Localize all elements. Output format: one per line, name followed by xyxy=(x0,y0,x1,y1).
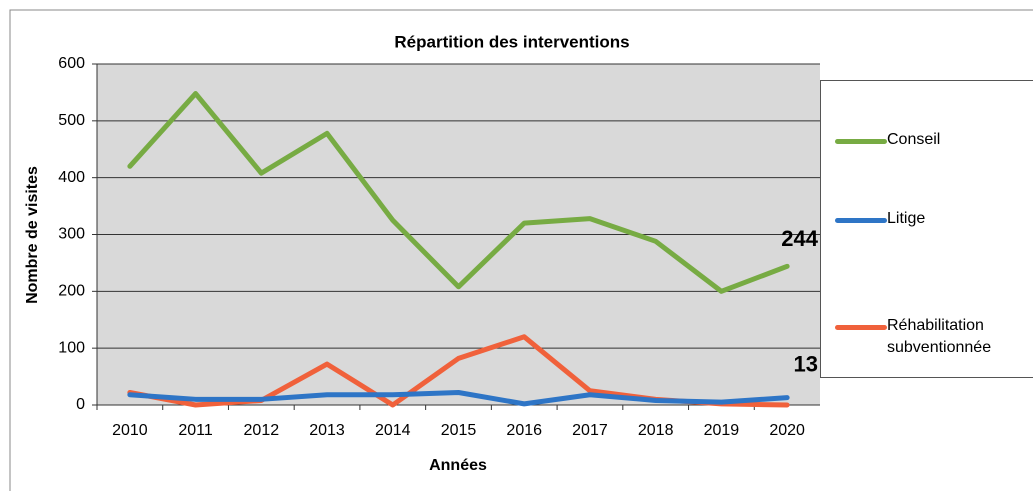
legend-label: Litige xyxy=(887,210,926,227)
legend-swatch xyxy=(835,218,887,223)
y-tick-label: 300 xyxy=(58,226,85,243)
legend-entry: Réhabilitation subventionnée xyxy=(835,317,1027,359)
data-label: 13 xyxy=(794,351,818,376)
series-line xyxy=(127,389,790,407)
x-tick-label: 2018 xyxy=(638,422,674,439)
x-tick-label: 2020 xyxy=(769,422,805,439)
y-axis-label: Nombre de visites xyxy=(24,166,41,304)
x-axis-label: Années xyxy=(429,457,487,474)
x-tick-label: 2010 xyxy=(112,422,148,439)
y-tick-label: 600 xyxy=(58,55,85,72)
y-tick-label: 0 xyxy=(76,396,85,413)
legend-swatch xyxy=(835,325,887,330)
legend-swatch xyxy=(835,139,887,144)
chart-title: Répartition des interventions xyxy=(394,32,629,51)
series-line xyxy=(127,91,790,294)
x-tick-label: 2017 xyxy=(572,422,608,439)
data-label: 244 xyxy=(781,226,818,251)
legend: Conseil Litige Réhabilitation subventionné… xyxy=(820,80,1033,378)
x-tick-label: 2016 xyxy=(506,422,542,439)
x-tick-label: 2014 xyxy=(375,422,411,439)
x-tick-label: 2012 xyxy=(244,422,280,439)
x-tick-label: 2013 xyxy=(309,422,345,439)
y-tick-label: 500 xyxy=(58,112,85,129)
x-tick-label: 2015 xyxy=(441,422,477,439)
y-tick-label: 200 xyxy=(58,283,85,300)
legend-entry: Conseil xyxy=(835,131,1027,151)
y-tick-label: 100 xyxy=(58,339,85,356)
y-tick-label: 400 xyxy=(58,169,85,186)
legend-label: Conseil xyxy=(887,131,941,148)
legend-label: Réhabilitation subventionnée xyxy=(887,317,992,356)
x-tick-label: 2011 xyxy=(178,422,213,439)
legend-entry: Litige xyxy=(835,210,1027,230)
x-tick-label: 2019 xyxy=(704,422,740,439)
